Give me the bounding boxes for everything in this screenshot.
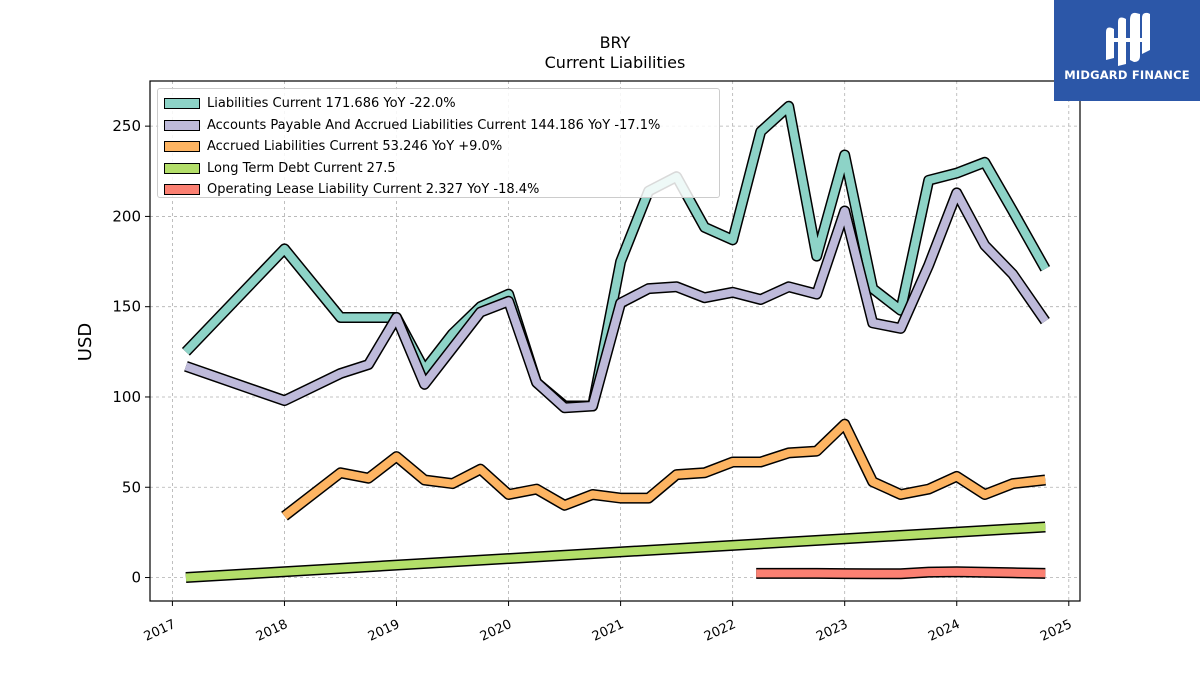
legend-item: Liabilities Current 171.686 YoY -22.0% [164,93,713,115]
legend-swatch [164,98,200,109]
legend-swatch [164,141,200,152]
x-tick-label: 2023 [814,617,850,645]
brand-name: MIDGARD FINANCE [1054,68,1200,82]
chart-title: BRY [150,33,1080,52]
legend: Liabilities Current 171.686 YoY -22.0% A… [157,88,720,198]
brand-logo: MIDGARD FINANCE [1054,0,1200,101]
series-line [756,572,1045,574]
x-tick-label: 2017 [142,617,178,645]
legend-item: Long Term Debt Current 27.5 [164,158,713,180]
x-tick-label: 2025 [1038,617,1074,645]
y-tick-label: 100 [112,388,141,406]
legend-label: Liabilities Current 171.686 YoY -22.0% [207,96,456,111]
legend-label: Operating Lease Liability Current 2.327 … [207,182,539,197]
series-line [285,424,1046,516]
legend-swatch [164,120,200,131]
legend-label: Accounts Payable And Accrued Liabilities… [207,118,660,133]
series-path [756,572,1045,574]
legend-swatch [164,184,200,195]
legend-item: Accounts Payable And Accrued Liabilities… [164,115,713,137]
series-outline [285,424,1046,516]
x-tick-label: 2021 [590,617,626,645]
legend-item: Accrued Liabilities Current 53.246 YoY +… [164,136,713,158]
y-tick-label: 0 [131,569,141,587]
x-tick-label: 2019 [366,617,402,645]
chart-subtitle: Current Liabilities [150,53,1080,72]
legend-item: Operating Lease Liability Current 2.327 … [164,179,713,201]
legend-swatch [164,163,200,174]
y-tick-label: 150 [112,298,141,316]
x-tick-label: 2024 [926,617,962,645]
y-tick-label: 250 [112,117,141,135]
y-tick-label: 200 [112,207,141,225]
y-tick-label: 50 [122,478,141,496]
y-axis-label: USD [75,323,96,361]
brand-mark-icon [1054,0,1200,101]
x-tick-label: 2018 [254,617,290,645]
x-tick-label: 2022 [702,617,738,645]
legend-label: Long Term Debt Current 27.5 [207,161,396,176]
series-path [285,424,1046,516]
x-tick-label: 2020 [478,617,514,645]
legend-label: Accrued Liabilities Current 53.246 YoY +… [207,139,502,154]
